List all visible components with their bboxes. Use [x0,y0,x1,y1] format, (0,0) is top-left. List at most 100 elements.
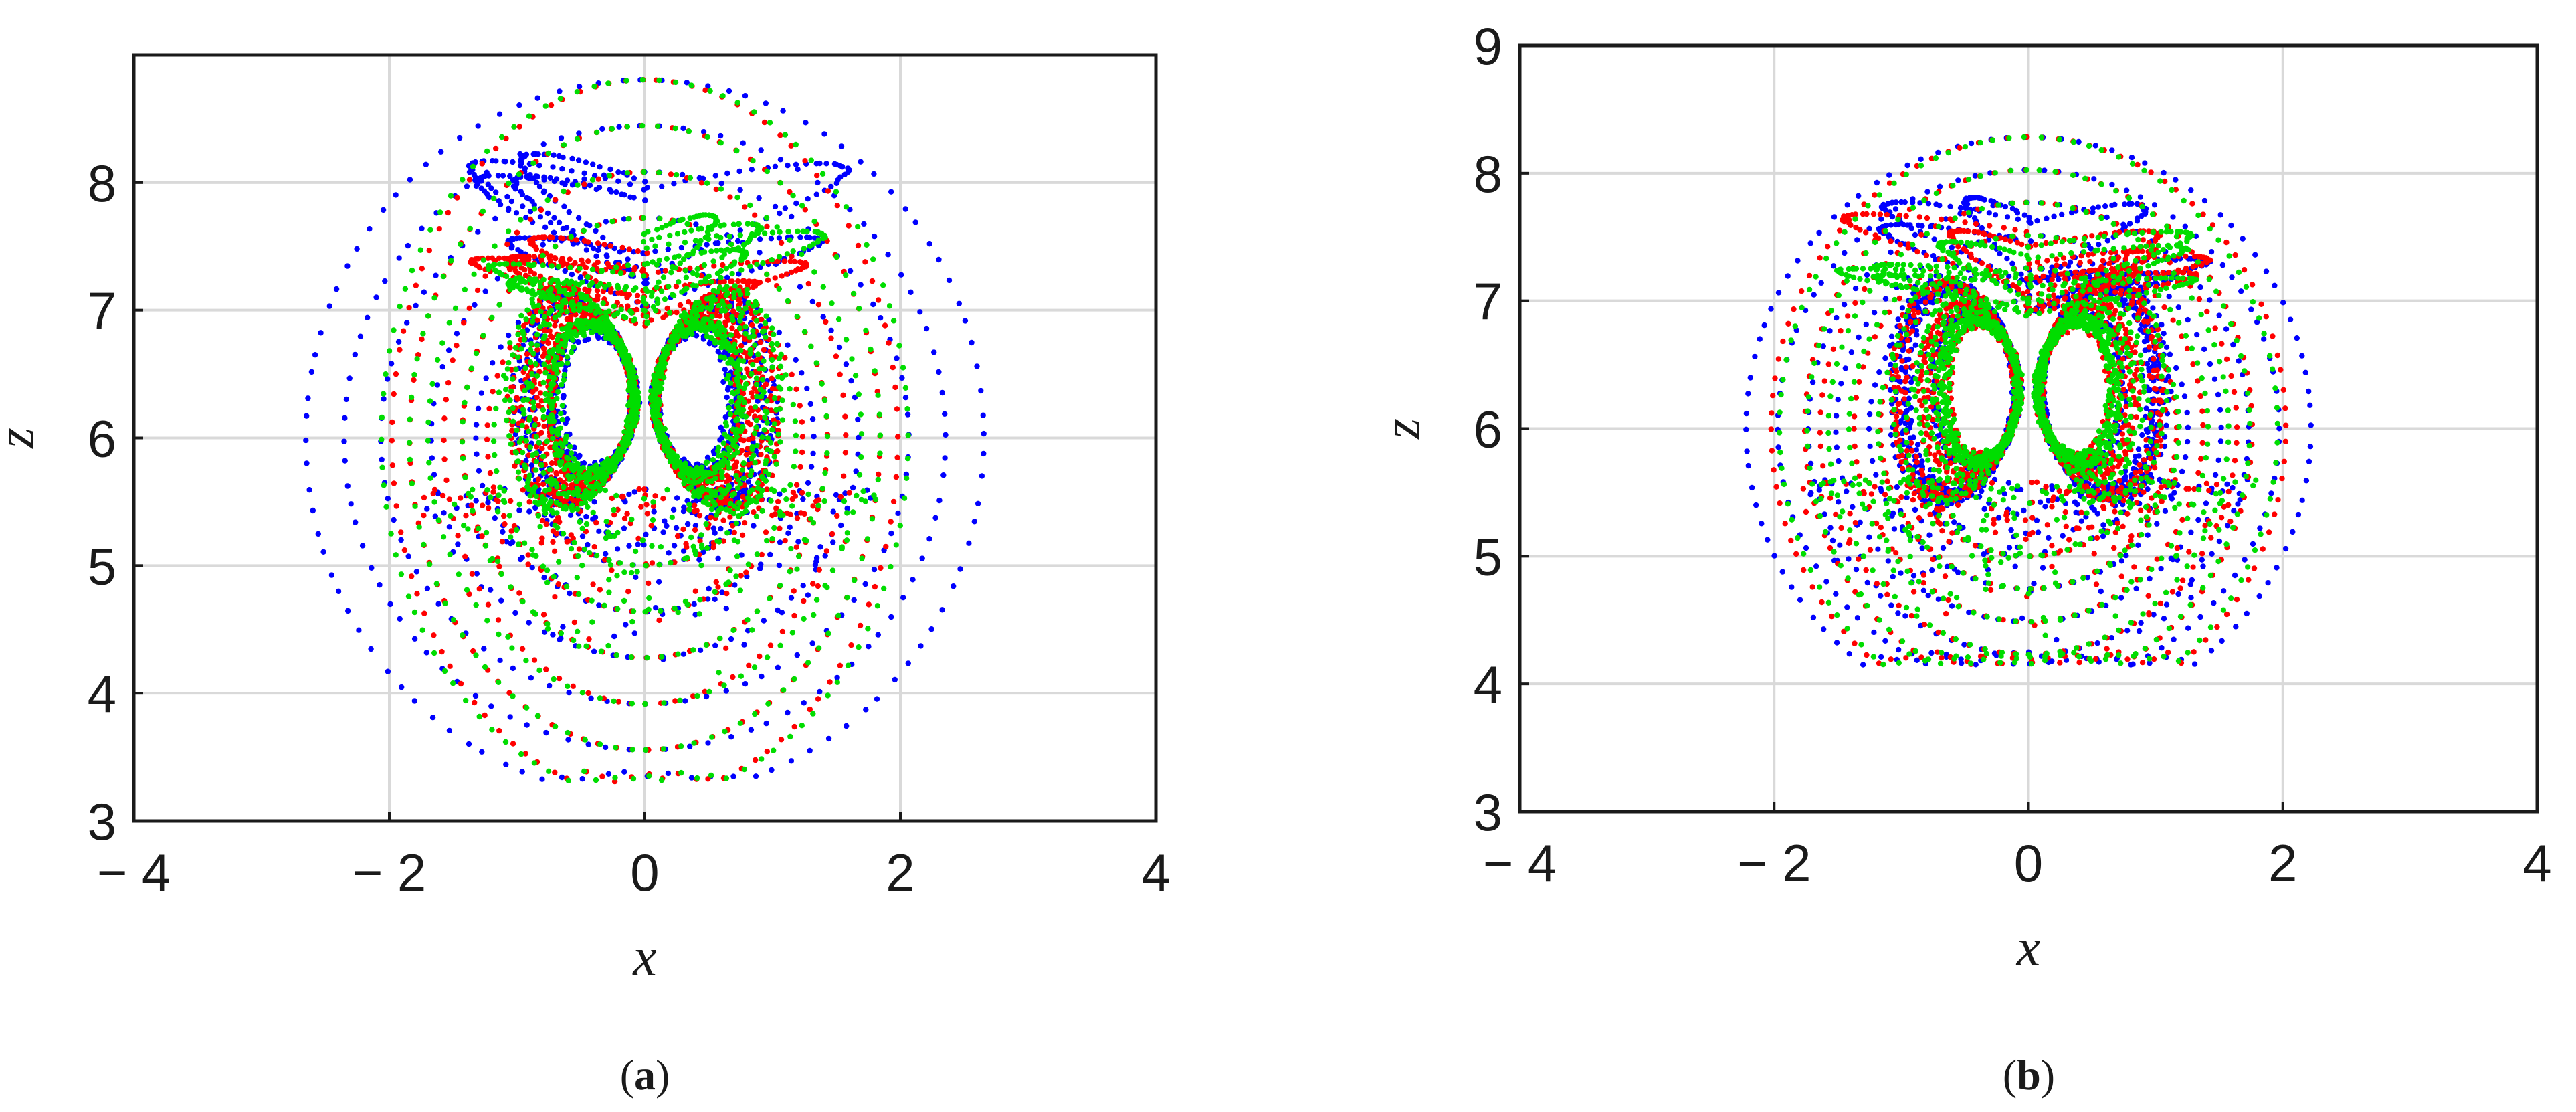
data-point [655,269,662,275]
data-point [454,195,460,201]
data-point [712,240,719,246]
data-point [389,438,395,444]
data-point [752,404,759,410]
data-point [561,203,567,209]
data-point [496,563,502,569]
data-point [431,632,437,638]
data-point [501,513,507,519]
data-point [558,635,564,642]
data-point [626,543,632,549]
data-point [706,341,713,347]
data-point [365,314,371,320]
data-point [493,189,499,195]
data-point [795,539,801,545]
data-point [517,151,523,157]
data-point [552,322,558,329]
data-point [542,224,549,230]
data-point [304,413,310,419]
data-point [525,552,531,558]
data-point [855,242,862,249]
data-point [595,176,602,182]
data-point [424,585,431,591]
data-point [587,182,593,189]
data-point [545,340,551,346]
data-point [567,256,573,262]
data-point [560,154,566,161]
data-point [708,515,714,521]
data-point [352,351,358,358]
data-point [595,247,601,254]
data-point [407,177,413,183]
data-point [530,405,537,411]
data-point [800,496,806,502]
data-point [523,151,530,157]
data-point [776,562,783,569]
data-point [785,162,791,169]
data-point [367,226,373,232]
data-point [479,482,486,489]
data-point [554,484,560,490]
data-point [513,210,520,216]
data-point [969,339,975,346]
data-point [805,480,811,486]
data-point [570,683,576,689]
data-point [344,483,351,489]
data-point [603,252,609,258]
data-point [951,583,957,589]
data-point [851,597,857,604]
data-point [757,236,763,242]
data-point [801,598,807,604]
data-point [749,167,755,173]
data-point [974,363,980,369]
data-point [487,470,494,476]
data-point [791,588,797,594]
data-point [788,595,795,601]
data-point [616,124,622,130]
data-point [665,770,672,777]
data-point [862,581,868,587]
data-point [740,494,746,500]
data-point [569,168,575,174]
data-point [559,774,565,781]
data-point [712,596,718,602]
data-point [726,303,733,310]
data-point [794,652,801,658]
data-point [888,530,894,537]
data-point [858,159,864,165]
data-point [735,278,741,284]
data-point [537,214,544,220]
data-point [728,278,734,284]
data-point [753,757,759,763]
data-point [595,293,601,299]
data-point [510,539,516,545]
data-point [680,125,686,132]
data-point [787,511,794,517]
data-point [692,527,698,533]
data-point [742,331,749,337]
data-point [480,502,486,508]
data-point [600,234,606,241]
data-point [504,193,510,200]
data-point [875,297,882,303]
data-point [419,266,425,272]
data-point [411,698,418,704]
data-point [558,382,565,388]
data-point [845,165,851,171]
data-point [753,773,759,779]
data-point [345,608,351,614]
data-point [763,100,769,106]
data-point [519,769,525,775]
data-point [596,184,603,191]
data-point [740,278,746,284]
data-point [549,460,555,466]
data-point [561,393,567,399]
data-point [593,519,599,526]
data-point [585,741,591,747]
data-point [522,235,528,241]
data-point [926,241,932,247]
data-point [400,328,407,334]
data-point [725,372,732,379]
data-point [942,455,948,461]
data-point [847,268,854,274]
data-point [797,464,803,470]
